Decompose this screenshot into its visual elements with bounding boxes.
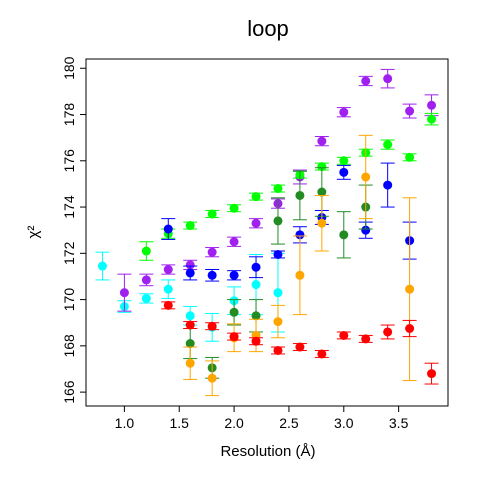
data-point (141, 293, 151, 303)
x-tick-label: 1.5 (170, 415, 190, 431)
data-point (383, 327, 393, 337)
data-point (273, 249, 283, 259)
data-point (119, 288, 129, 298)
data-point (317, 218, 327, 228)
data-point (427, 100, 437, 110)
x-tick-label: 3.0 (334, 415, 354, 431)
data-point (251, 280, 261, 290)
data-point (251, 336, 261, 346)
y-axis: 166 168 170 172 174 176 178 180 (61, 56, 86, 404)
data-point (185, 320, 195, 330)
data-series (161, 300, 439, 385)
data-point (273, 216, 283, 226)
data-point (405, 106, 415, 116)
data-point (185, 260, 195, 270)
data-point (185, 339, 195, 349)
data-point (207, 247, 217, 257)
data-point (383, 140, 393, 150)
data-point (185, 221, 195, 231)
y-tick-label: 170 (61, 288, 77, 312)
data-point (163, 300, 173, 310)
y-tick-label: 174 (61, 195, 77, 219)
data-point (207, 321, 217, 331)
data-point (295, 342, 305, 352)
y-tick-label: 178 (61, 103, 77, 127)
data-point (405, 284, 415, 294)
data-point (229, 237, 239, 247)
data-point (207, 270, 217, 280)
y-tick-label: 176 (61, 149, 77, 173)
data-point (361, 225, 371, 235)
data-point (229, 307, 239, 317)
data-point (383, 74, 393, 84)
y-tick-label: 172 (61, 241, 77, 265)
data-series (183, 167, 373, 379)
x-tick-label: 2.5 (279, 415, 299, 431)
data-point (185, 268, 195, 278)
plot-frame (85, 58, 449, 407)
data-point (251, 218, 261, 228)
data-point (317, 349, 327, 359)
data-point (427, 114, 437, 124)
data-point (163, 284, 173, 294)
data-point (273, 184, 283, 194)
data-point (339, 107, 349, 117)
data-point (185, 311, 195, 321)
data-point (207, 373, 217, 383)
data-point (317, 187, 327, 197)
data-point (251, 311, 261, 321)
data-series (161, 162, 417, 282)
data-point (229, 270, 239, 280)
x-tick-label: 1.0 (115, 415, 135, 431)
data-point (141, 246, 151, 256)
data-point (273, 345, 283, 355)
data-point (229, 203, 239, 213)
data-point (295, 190, 305, 200)
data-point (295, 230, 305, 240)
data-series (117, 68, 439, 312)
data-point (405, 152, 415, 162)
data-point (229, 332, 239, 342)
x-axis-label: Resolution (Å) (220, 443, 315, 460)
data-point (339, 330, 349, 340)
data-point (295, 270, 305, 280)
series-layer (95, 68, 439, 397)
x-axis: 1.0 1.5 2.0 2.5 3.0 3.5 (115, 405, 409, 431)
data-point (251, 192, 261, 202)
data-point (361, 172, 371, 182)
data-point (427, 369, 437, 379)
chart-title: loop (247, 16, 289, 41)
data-point (207, 209, 217, 219)
data-point (141, 275, 151, 285)
data-point (317, 136, 327, 146)
data-point (339, 156, 349, 166)
data-point (251, 262, 261, 272)
data-point (383, 180, 393, 190)
x-tick-label: 3.5 (389, 415, 409, 431)
data-point (339, 167, 349, 177)
data-point (361, 334, 371, 344)
y-tick-label: 180 (61, 56, 77, 80)
data-point (361, 76, 371, 86)
data-series (139, 112, 439, 261)
y-axis-label: χ² (25, 226, 42, 239)
y-tick-label: 166 (61, 380, 77, 404)
x-tick-label: 2.0 (224, 415, 244, 431)
data-point (339, 230, 349, 240)
data-point (163, 265, 173, 275)
data-point (185, 358, 195, 368)
y-tick-label: 168 (61, 334, 77, 358)
data-point (405, 324, 415, 334)
data-point (273, 317, 283, 327)
data-point (273, 288, 283, 298)
data-point (163, 224, 173, 234)
data-point (97, 261, 107, 271)
data-point (317, 162, 327, 172)
